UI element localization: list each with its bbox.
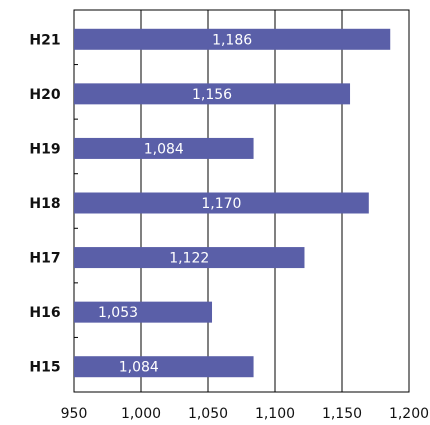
data-label: 1,122: [169, 251, 209, 267]
category-label: H15: [29, 360, 60, 376]
bar: [74, 247, 305, 269]
data-label: 1,156: [192, 87, 232, 103]
category-label: H21: [29, 32, 60, 48]
bar: [74, 301, 213, 323]
x-tick-label: 1,200: [389, 406, 429, 422]
category-label: H18: [29, 196, 60, 212]
labels: 950 1,000 1,050 1,100 1,150 1,200 H21 1,186 H20 1…: [29, 32, 429, 422]
x-tick-label: 950: [61, 406, 88, 422]
category-label: H16: [29, 305, 60, 321]
bar: [74, 356, 254, 378]
bar: [74, 192, 369, 214]
bar: [74, 137, 254, 159]
data-label: 1,170: [201, 196, 241, 212]
data-label: 1,084: [144, 141, 184, 157]
x-tick-label: 1,100: [255, 406, 295, 422]
category-label: H17: [29, 251, 60, 267]
bars: [74, 28, 391, 378]
bar: [74, 28, 391, 50]
data-label: 1,186: [212, 32, 252, 48]
category-label: H19: [29, 141, 60, 157]
data-label: 1,053: [98, 305, 138, 321]
bar: [74, 83, 351, 105]
x-tick-label: 1,000: [121, 406, 161, 422]
x-tick-label: 1,150: [322, 406, 362, 422]
data-label: 1,084: [119, 360, 159, 376]
grid-lines: [73, 9, 410, 393]
x-tick-label: 1,050: [188, 406, 228, 422]
category-label: H20: [29, 87, 60, 103]
